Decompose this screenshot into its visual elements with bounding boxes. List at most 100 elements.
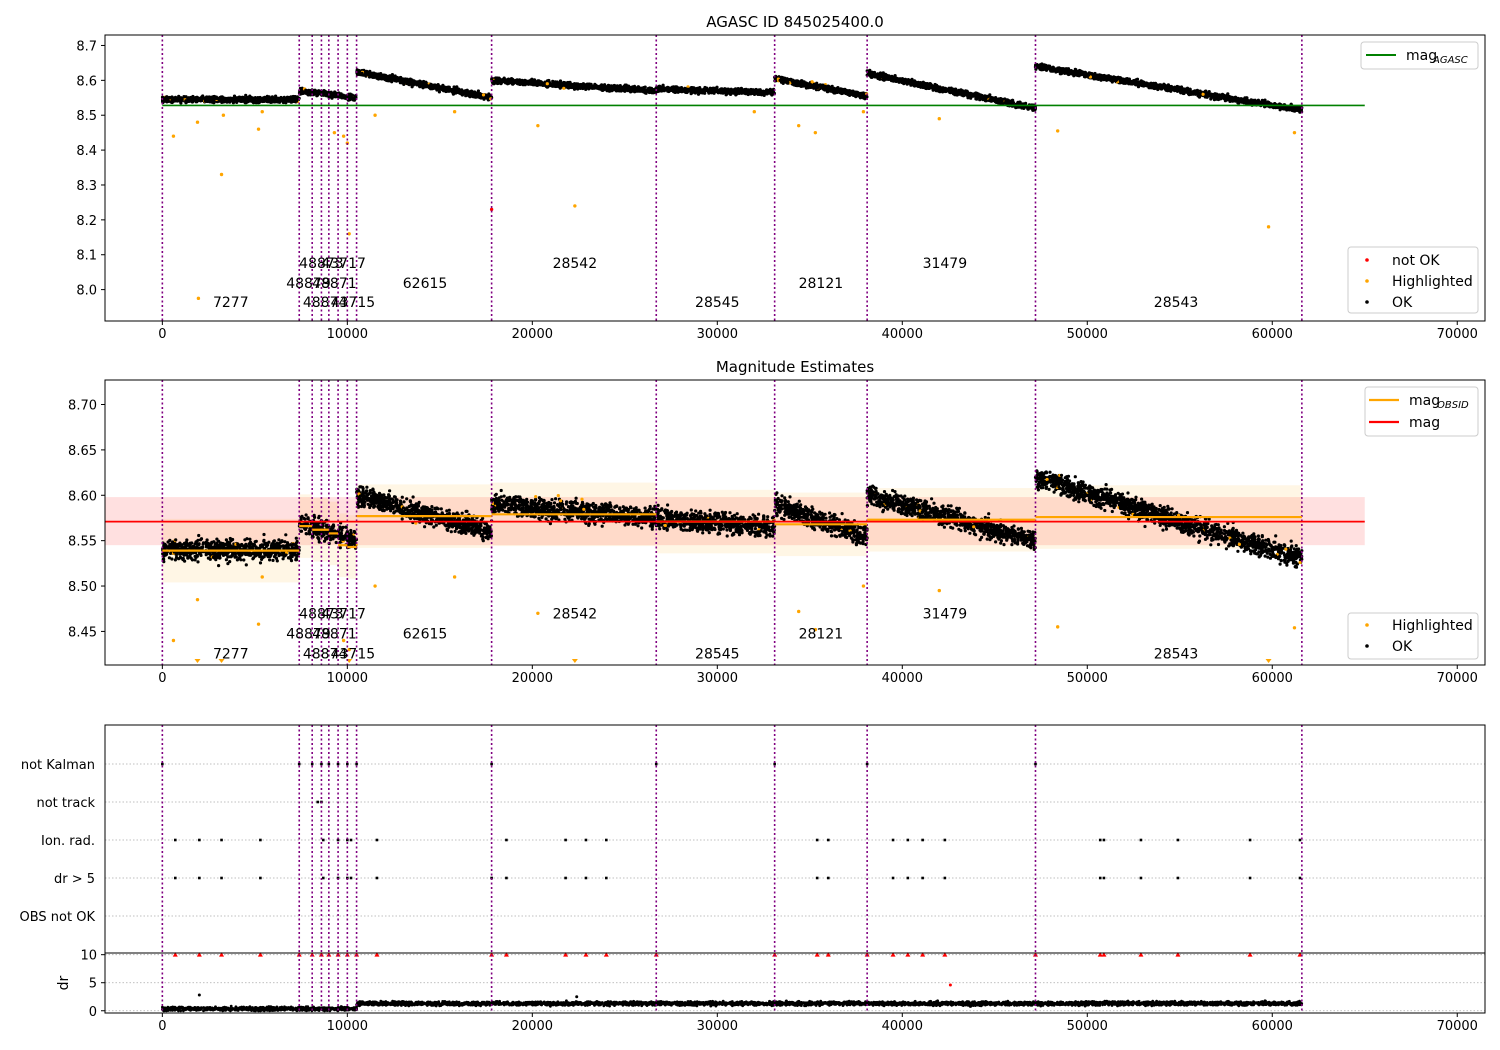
agasc-ok-point — [303, 90, 307, 94]
agasc-ok-point — [783, 80, 787, 84]
agasc-ok-point — [1004, 99, 1008, 103]
agasc-ok-point — [174, 99, 179, 103]
agasc-ok-point — [432, 83, 436, 87]
agasc-ok-point — [379, 77, 383, 81]
agasc-ok-point — [191, 99, 195, 103]
agasc-ok-point — [256, 97, 260, 101]
agasc-ok-point — [966, 90, 970, 95]
agasc-ok-point — [306, 92, 310, 96]
agasc-ok-point — [271, 98, 275, 102]
agasc-ok-point — [830, 87, 834, 91]
agasc-ok-point — [730, 89, 734, 93]
agasc-ok-point — [410, 79, 414, 83]
agasc-ok-point — [757, 92, 762, 96]
agasc-ok-point — [476, 95, 480, 99]
agasc-ok-point — [873, 74, 877, 78]
agasc-ok-point — [1026, 105, 1030, 109]
agasc-ok-point — [360, 71, 364, 75]
agasc-ok-point — [410, 82, 414, 86]
agasc-ok-point — [495, 81, 500, 86]
agasc-ok-point — [657, 86, 661, 90]
agasc-ok-point — [243, 98, 247, 102]
agasc-ok-point — [724, 89, 728, 93]
agasc-ok-point — [511, 78, 515, 82]
agasc-ok-point — [910, 81, 914, 85]
agasc-ok-point — [792, 81, 796, 86]
agasc-ok-point — [442, 89, 446, 93]
agasc-ok-point — [522, 81, 526, 85]
agasc-ok-point — [879, 72, 883, 77]
agasc-panel-title: AGASC ID 845025400.0 — [706, 13, 884, 31]
agasc-ok-point — [704, 86, 708, 90]
agasc-ok-point — [850, 91, 855, 95]
agasc-ok-point — [988, 93, 992, 97]
agasc-ok-point — [478, 93, 483, 97]
agasc-ok-point — [957, 90, 962, 95]
agasc-ok-point — [672, 86, 676, 90]
agasc-ok-point — [821, 83, 825, 87]
agasc-ok-point — [220, 99, 225, 103]
agasc-panel: AGASC ID 845025400.0 7277488794887348871… — [76, 13, 1486, 342]
agasc-ok-point — [620, 87, 625, 91]
agasc-ok-point — [635, 87, 639, 91]
agasc-ok-point — [954, 91, 958, 95]
agasc-ok-point — [987, 99, 992, 103]
agasc-ok-point — [212, 101, 216, 105]
agasc-ok-point — [618, 84, 622, 88]
agasc-ok-point — [699, 88, 703, 92]
agasc-ok-point — [568, 84, 572, 88]
agasc-ok-point — [741, 89, 745, 93]
agasc-ok-point — [649, 87, 654, 91]
agasc-ok-point — [368, 71, 372, 75]
agasc-ok-point — [447, 86, 451, 90]
agasc-ok-point — [886, 75, 890, 79]
agasc-ok-point — [916, 81, 920, 85]
agasc-ok-point — [198, 97, 202, 101]
agasc-ok-point — [695, 86, 700, 90]
agasc-ok-point — [1007, 100, 1011, 104]
agasc-ok-point — [719, 91, 723, 95]
agasc-ok-point — [417, 82, 421, 86]
agasc-ok-point — [893, 74, 897, 78]
agasc-ok-point — [465, 93, 469, 97]
agasc-ok-point — [243, 101, 247, 105]
agasc-ok-point — [185, 99, 189, 103]
agasc-ok-point — [173, 96, 177, 100]
agasc-ok-point — [293, 99, 297, 104]
agasc-ok-point — [278, 97, 282, 101]
agasc-ok-point — [188, 96, 192, 100]
agasc-ok-point — [557, 81, 561, 85]
agasc-ok-point — [203, 99, 207, 103]
agasc-ok-point — [966, 93, 970, 97]
agasc-ok-point — [669, 86, 674, 90]
agasc-ok-point — [809, 83, 814, 87]
agasc-ok-point — [970, 92, 975, 96]
agasc-ok-point — [168, 96, 172, 100]
agasc-ok-point — [421, 84, 425, 88]
agasc-ok-point — [800, 81, 804, 85]
agasc-ok-point — [995, 98, 1000, 102]
agasc-ok-point — [459, 91, 463, 95]
agasc-ok-point — [530, 81, 534, 85]
agasc-ok-point — [844, 90, 848, 94]
agasc-ok-point — [673, 90, 677, 94]
agasc-ok-point — [901, 78, 905, 82]
agasc-ok-point — [749, 89, 753, 94]
agasc-ok-point — [761, 91, 765, 95]
agasc-ok-point — [678, 89, 682, 93]
agasc-ok-point — [931, 87, 935, 91]
agasc-ok-point — [194, 97, 198, 101]
agasc-ok-point — [291, 96, 295, 100]
agasc-ok-point — [795, 82, 799, 86]
agasc-ok-point — [286, 98, 290, 102]
agasc-ok-point — [815, 83, 819, 87]
agasc-ok-point — [801, 84, 805, 88]
agasc-ok-point — [471, 93, 475, 97]
agasc-ok-point — [679, 86, 683, 90]
agasc-ok-point — [870, 75, 874, 79]
agasc-ok-point — [485, 96, 489, 100]
agasc-ok-point — [927, 86, 931, 90]
agasc-ok-point — [582, 86, 587, 90]
agasc-ok-point — [508, 80, 512, 85]
agasc-ok-point — [225, 99, 229, 103]
